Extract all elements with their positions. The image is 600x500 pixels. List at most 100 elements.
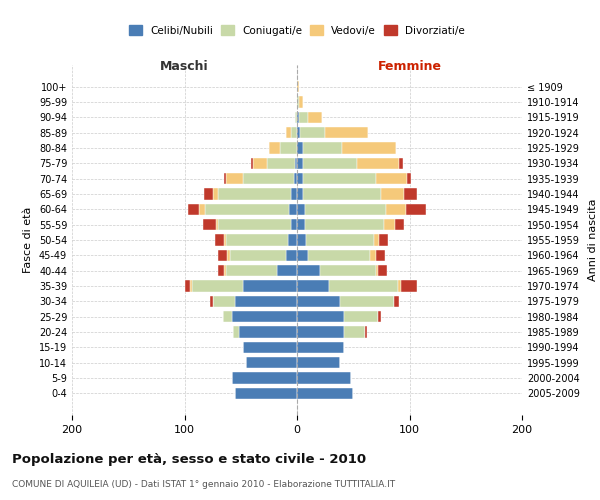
Bar	[302, 188, 382, 200]
Bar	[297, 204, 305, 215]
Bar	[292, 188, 297, 200]
Bar	[235, 388, 297, 399]
Bar	[297, 296, 340, 307]
Bar	[378, 311, 382, 322]
Bar	[305, 204, 386, 215]
Text: Femmine: Femmine	[377, 60, 442, 73]
Bar	[297, 112, 299, 123]
Bar	[306, 234, 373, 246]
Bar	[292, 127, 297, 138]
Bar	[376, 265, 378, 276]
Bar	[190, 280, 193, 292]
Bar	[229, 250, 286, 261]
Bar	[297, 265, 320, 276]
Y-axis label: Fasce di età: Fasce di età	[23, 207, 33, 273]
Bar	[297, 326, 344, 338]
Bar	[376, 250, 385, 261]
Bar	[212, 296, 235, 307]
Bar	[243, 173, 293, 184]
Bar	[205, 204, 289, 215]
Bar	[226, 173, 243, 184]
Bar	[305, 219, 383, 230]
Bar	[218, 219, 292, 230]
Bar	[297, 388, 353, 399]
Bar	[320, 265, 376, 276]
Bar	[277, 265, 297, 276]
Bar	[308, 112, 322, 123]
Bar	[342, 142, 396, 154]
Bar	[235, 296, 297, 307]
Text: Maschi: Maschi	[160, 60, 209, 73]
Bar	[302, 142, 342, 154]
Text: COMUNE DI AQUILEIA (UD) - Dati ISTAT 1° gennaio 2010 - Elaborazione TUTTITALIA.I: COMUNE DI AQUILEIA (UD) - Dati ISTAT 1° …	[12, 480, 395, 489]
Bar	[295, 158, 297, 169]
Bar	[280, 142, 297, 154]
Bar	[297, 173, 302, 184]
Bar	[297, 250, 308, 261]
Text: Popolazione per età, sesso e stato civile - 2010: Popolazione per età, sesso e stato civil…	[12, 452, 366, 466]
Bar	[216, 219, 218, 230]
Bar	[211, 296, 212, 307]
Bar	[227, 250, 229, 261]
Bar	[379, 234, 388, 246]
Bar	[295, 112, 297, 123]
Bar	[232, 311, 297, 322]
Bar	[218, 188, 292, 200]
Bar	[226, 234, 288, 246]
Bar	[386, 204, 406, 215]
Bar	[293, 173, 297, 184]
Bar	[286, 127, 292, 138]
Bar	[383, 219, 395, 230]
Bar	[394, 296, 400, 307]
Bar	[292, 219, 297, 230]
Bar	[288, 234, 297, 246]
Bar	[215, 234, 224, 246]
Bar	[340, 296, 394, 307]
Bar	[406, 204, 427, 215]
Bar	[297, 372, 351, 384]
Bar	[297, 280, 329, 292]
Bar	[365, 326, 367, 338]
Bar	[297, 311, 344, 322]
Bar	[185, 280, 190, 292]
Bar	[382, 188, 404, 200]
Bar	[299, 96, 302, 108]
Bar	[212, 188, 218, 200]
Bar	[356, 158, 400, 169]
Bar	[247, 357, 297, 368]
Bar	[266, 158, 295, 169]
Bar	[297, 188, 302, 200]
Bar	[297, 96, 299, 108]
Bar	[226, 265, 277, 276]
Bar	[203, 188, 212, 200]
Bar	[297, 357, 340, 368]
Bar	[297, 234, 306, 246]
Bar	[344, 326, 365, 338]
Bar	[370, 250, 376, 261]
Legend: Celibi/Nubili, Coniugati/e, Vedovi/e, Divorziati/e: Celibi/Nubili, Coniugati/e, Vedovi/e, Di…	[125, 21, 469, 40]
Bar	[193, 280, 243, 292]
Bar	[218, 265, 224, 276]
Bar	[395, 219, 404, 230]
Bar	[302, 173, 376, 184]
Bar	[404, 188, 418, 200]
Bar	[203, 219, 216, 230]
Bar	[308, 250, 370, 261]
Bar	[269, 142, 280, 154]
Bar	[400, 158, 403, 169]
Bar	[223, 311, 232, 322]
Bar	[301, 127, 325, 138]
Bar	[299, 112, 308, 123]
Bar	[224, 234, 226, 246]
Bar	[286, 250, 297, 261]
Bar	[297, 342, 344, 353]
Bar	[325, 127, 368, 138]
Bar	[344, 311, 378, 322]
Bar	[243, 342, 297, 353]
Bar	[232, 372, 297, 384]
Bar	[199, 204, 205, 215]
Bar	[376, 173, 407, 184]
Bar	[398, 280, 401, 292]
Bar	[253, 158, 266, 169]
Bar	[224, 173, 226, 184]
